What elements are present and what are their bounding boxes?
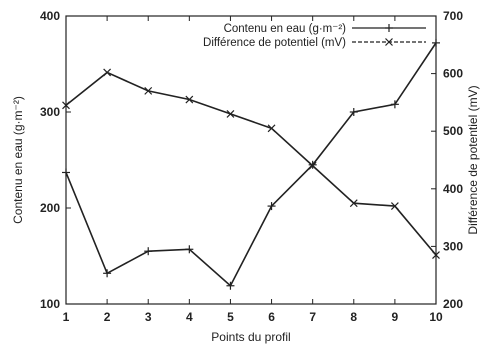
series-line-water-content (65, 42, 437, 288)
y-right-tick-label: 600 (443, 67, 463, 81)
x-tick-label: 1 (63, 310, 70, 324)
x-tick-label: 6 (268, 310, 275, 324)
data-point-water-content (144, 247, 153, 256)
y-right-tick-label: 700 (443, 9, 463, 23)
data-point-water-content (349, 108, 358, 116)
data-point-water-content (390, 100, 399, 109)
data-point-potential-difference (103, 68, 112, 77)
x-tick-label: 5 (227, 310, 234, 324)
data-point-potential-difference (390, 202, 399, 211)
y-left-tick-label: 300 (40, 105, 60, 119)
axis-ticks: 1 2 3 4 5 6 7 8 9 10 100 200 300 400 200 300 400 500 600 70… (40, 9, 463, 324)
data-point-potential-difference (349, 199, 358, 208)
data-point-water-content (226, 281, 235, 290)
data-point-water-content (62, 168, 70, 177)
legend-marker-water-content (385, 24, 393, 32)
y-left-tick-label: 100 (40, 297, 60, 311)
x-tick-label: 2 (104, 310, 111, 324)
x-tick-label: 10 (429, 310, 443, 324)
y-axis-label-right: Différence de potentiel (mV) (466, 85, 480, 234)
x-tick-label: 8 (350, 310, 357, 324)
plot-area (65, 15, 437, 305)
data-point-water-content (432, 38, 440, 47)
data-point-potential-difference (432, 251, 440, 259)
x-tick-label: 4 (186, 310, 193, 324)
series-layer (62, 38, 440, 290)
data-point-potential-difference (62, 101, 70, 110)
legend-label-potential-difference: Différence de potentiel (mV) (203, 37, 346, 49)
y-right-tick-label: 400 (443, 182, 463, 196)
data-point-water-content (185, 245, 194, 254)
data-point-water-content (267, 202, 276, 211)
y-right-tick-label: 200 (443, 297, 463, 311)
data-point-potential-difference (144, 86, 153, 95)
data-point-potential-difference (226, 109, 235, 118)
data-point-water-content (103, 269, 112, 278)
y-left-tick-label: 400 (40, 9, 60, 23)
legend: Contenu en eau (g·m⁻²) Différence de pot… (203, 23, 426, 49)
series-line-potential-difference (65, 71, 437, 256)
data-point-potential-difference (267, 124, 276, 133)
x-axis-label: Points du profil (211, 330, 290, 344)
data-point-potential-difference (308, 161, 317, 170)
legend-marker-potential-difference (385, 38, 393, 46)
legend-label-water-content: Contenu en eau (g·m⁻²) (224, 23, 347, 35)
x-tick-label: 7 (309, 310, 316, 324)
x-tick-label: 9 (392, 310, 399, 324)
y-axis-label-left: Contenu en eau (g·m⁻²) (11, 96, 25, 224)
x-tick-label: 3 (145, 310, 152, 324)
y-right-tick-label: 500 (443, 124, 463, 138)
y-right-tick-label: 300 (443, 239, 463, 253)
y-left-tick-label: 200 (40, 201, 60, 215)
data-point-potential-difference (185, 95, 194, 104)
